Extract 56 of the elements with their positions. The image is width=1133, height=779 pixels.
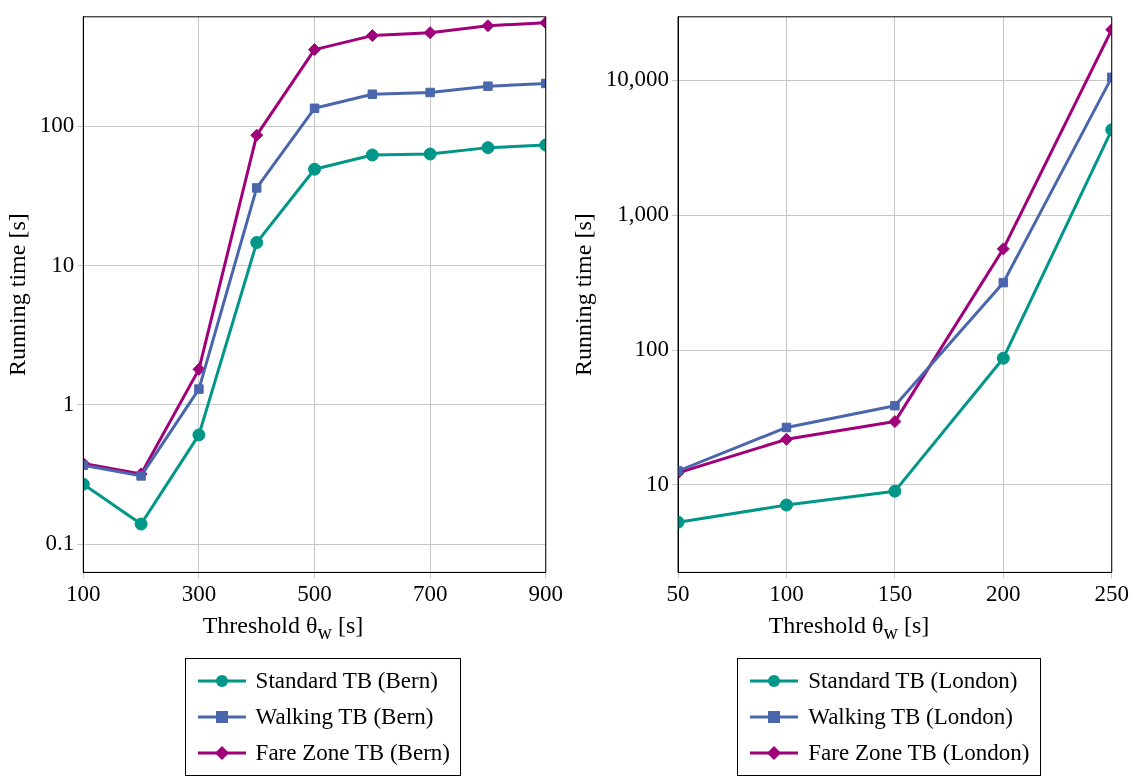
y-tick-label: 1 — [62, 391, 75, 416]
y-tick-label: 1,000 — [617, 201, 670, 227]
point — [423, 26, 437, 40]
point — [309, 103, 320, 114]
x-axis-title: Threshold θ$_{w}$ [s] — [767, 612, 931, 644]
point — [192, 362, 206, 376]
point — [367, 89, 378, 99]
legend-label: Fare Zone TB (Bern) — [255, 740, 450, 766]
point — [134, 517, 148, 531]
point — [481, 19, 495, 33]
point — [365, 148, 379, 162]
point — [781, 422, 792, 433]
point — [481, 141, 495, 155]
point — [890, 400, 900, 411]
x-tick-label: 50 — [666, 581, 690, 607]
point — [194, 384, 204, 394]
x-tick-label: 900 — [528, 581, 563, 607]
point — [308, 162, 322, 176]
y-tick-label: 0.1 — [45, 530, 75, 556]
x-tick-label: 150 — [877, 581, 913, 607]
x-tick-label: 200 — [986, 581, 1021, 607]
legend-label: Fare Zone TB (London) — [808, 740, 1030, 766]
point — [425, 87, 435, 98]
legend-label: Walking TB (Bern) — [255, 704, 434, 730]
point — [251, 183, 262, 193]
point — [779, 432, 793, 446]
x-tick-label: 500 — [297, 581, 332, 607]
legend-label: Walking TB (London) — [808, 704, 1013, 730]
y-tick-label: 100 — [634, 336, 670, 362]
point — [996, 242, 1010, 256]
y-axis-title: Running time [s] — [569, 213, 596, 376]
legend-label: Standard TB (Bern) — [255, 668, 438, 694]
point — [483, 81, 493, 91]
x-tick-label: 700 — [412, 581, 448, 607]
point — [250, 128, 264, 142]
point — [423, 147, 437, 161]
legend-label: Standard TB (London) — [808, 668, 1018, 694]
point — [136, 471, 146, 481]
y-tick-label: 10 — [51, 251, 75, 277]
point — [996, 351, 1010, 365]
point — [888, 415, 902, 429]
x-tick-label: 250 — [1094, 581, 1129, 607]
x-axis-title: Threshold θ$_{w}$ [s] — [201, 612, 365, 644]
point — [365, 29, 379, 43]
point — [192, 428, 206, 442]
x-tick-label: 100 — [769, 581, 804, 607]
y-axis-title: Running time [s] — [3, 213, 30, 376]
point — [779, 498, 793, 512]
point — [998, 277, 1009, 288]
y-tick-label: 10 — [646, 471, 670, 497]
x-tick-label: 300 — [181, 581, 217, 607]
y-tick-label: 100 — [39, 112, 75, 138]
point — [888, 484, 902, 498]
y-tick-label: 10,000 — [605, 66, 670, 92]
point — [250, 236, 264, 250]
point — [308, 43, 322, 57]
